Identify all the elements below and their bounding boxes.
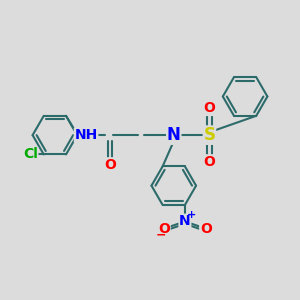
Text: O: O <box>200 222 212 236</box>
Text: S: S <box>203 126 215 144</box>
Text: N: N <box>167 126 181 144</box>
Text: −: − <box>155 229 166 242</box>
Text: +: + <box>187 210 196 220</box>
Text: NH: NH <box>74 128 98 142</box>
Text: O: O <box>104 158 116 172</box>
Text: Cl: Cl <box>23 147 38 161</box>
Text: O: O <box>203 101 215 116</box>
Text: O: O <box>203 155 215 169</box>
Text: O: O <box>158 222 170 236</box>
Text: N: N <box>179 214 191 228</box>
